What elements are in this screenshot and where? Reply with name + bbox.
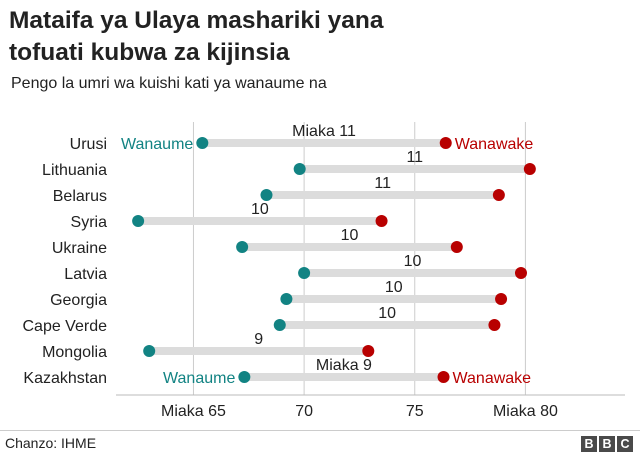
footer-divider bbox=[0, 430, 640, 431]
bbc-logo-letter-1: B bbox=[581, 436, 597, 452]
country-label-cape-verde: Cape Verde bbox=[22, 318, 107, 335]
country-label-mongolia: Mongolia bbox=[42, 344, 107, 361]
male-dot-latvia bbox=[298, 267, 311, 279]
dumbbell-chart: Miaka 65 70 75 Miaka 80 Urusi Miaka 11 Wanaume… bbox=[22, 122, 625, 420]
legend-female-label-top: Wanawake bbox=[455, 136, 534, 153]
x-tick-label-3: 75 bbox=[406, 403, 424, 420]
chart-subtitle: Pengo la umri wa kuishi kati ya wanaume … bbox=[11, 75, 327, 92]
female-dot-urusi bbox=[439, 137, 452, 149]
male-dot-belarus bbox=[260, 189, 273, 201]
gap-label-georgia: 10 bbox=[385, 279, 403, 296]
male-dot-syria bbox=[132, 215, 145, 227]
legend-male-label-top: Wanaume bbox=[121, 136, 193, 153]
chart-title: Mataifa ya Ulaya mashariki yana tofuati … bbox=[9, 5, 384, 69]
x-tick-label-1: Miaka 65 bbox=[161, 403, 226, 420]
male-dot-mongolia bbox=[143, 345, 156, 357]
bbc-logo-letter-2: B bbox=[599, 436, 615, 452]
country-label-belarus: Belarus bbox=[53, 188, 107, 205]
x-tick-label-4: Miaka 80 bbox=[493, 403, 558, 420]
gap-label-latvia: 10 bbox=[404, 253, 422, 270]
female-dot-kazakhstan bbox=[437, 371, 450, 383]
gap-label-urusi: Miaka 11 bbox=[292, 123, 356, 140]
title-line-2: tofuati kubwa za kijinsia bbox=[9, 39, 290, 66]
country-label-urusi: Urusi bbox=[70, 136, 107, 153]
male-dot-cape-verde bbox=[273, 319, 286, 331]
gap-label-lithuania: 11 bbox=[406, 149, 423, 166]
gap-label-belarus: 11 bbox=[374, 175, 391, 192]
female-dot-georgia bbox=[495, 293, 508, 305]
bbc-logo-letter-3: C bbox=[617, 436, 633, 452]
gap-label-ukraine: 10 bbox=[341, 227, 359, 244]
gap-label-mongolia: 9 bbox=[254, 331, 263, 348]
country-label-latvia: Latvia bbox=[64, 266, 107, 283]
source-note: Chanzo: IHME bbox=[5, 435, 97, 451]
country-label-georgia: Georgia bbox=[50, 292, 107, 309]
female-dot-syria bbox=[375, 215, 388, 227]
legend-female-label-bottom: Wanawake bbox=[453, 370, 532, 387]
country-label-kazakhstan: Kazakhstan bbox=[23, 370, 107, 387]
gap-label-syria: 10 bbox=[251, 201, 269, 218]
title-line-1: Mataifa ya Ulaya mashariki yana bbox=[9, 7, 384, 34]
legend-male-label-bottom: Wanaume bbox=[163, 370, 235, 387]
male-dot-kazakhstan bbox=[238, 371, 251, 383]
male-dot-ukraine bbox=[236, 241, 249, 253]
female-dot-ukraine bbox=[450, 241, 463, 253]
country-label-lithuania: Lithuania bbox=[42, 162, 107, 179]
male-dot-georgia bbox=[280, 293, 293, 305]
bbc-logo: B B C bbox=[581, 436, 633, 452]
country-label-ukraine: Ukraine bbox=[52, 240, 107, 257]
country-label-syria: Syria bbox=[71, 214, 108, 231]
x-tick-label-2: 70 bbox=[295, 403, 313, 420]
male-dot-urusi bbox=[196, 137, 209, 149]
female-dot-mongolia bbox=[362, 345, 375, 357]
gap-label-cape-verde: 10 bbox=[378, 305, 396, 322]
female-dot-belarus bbox=[492, 189, 505, 201]
gap-label-kazakhstan: Miaka 9 bbox=[316, 357, 372, 374]
female-dot-cape-verde bbox=[488, 319, 501, 331]
female-dot-latvia bbox=[514, 267, 527, 279]
female-dot-lithuania bbox=[523, 163, 536, 175]
male-dot-lithuania bbox=[293, 163, 306, 175]
